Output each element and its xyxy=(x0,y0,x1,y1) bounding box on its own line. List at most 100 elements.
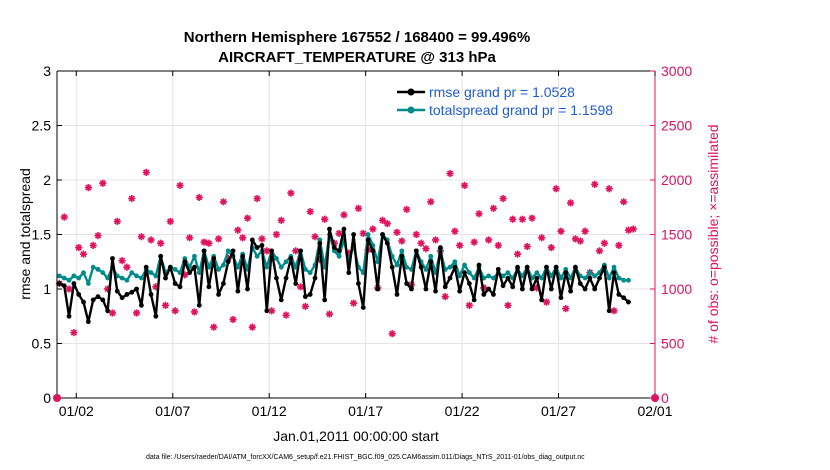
rmse-point xyxy=(322,297,328,303)
obs-count-marker xyxy=(369,225,377,233)
totalspread-point xyxy=(302,266,308,272)
rmse-point xyxy=(457,288,463,294)
totalspread-point xyxy=(394,262,400,268)
left-y-axis-label: rmse and totalspread xyxy=(17,168,33,300)
totalspread-point xyxy=(278,264,284,270)
obs-count-marker xyxy=(615,241,623,249)
obs-count-marker xyxy=(65,285,73,293)
x-tick-label: 02/01 xyxy=(637,403,672,419)
obs-count-marker xyxy=(272,230,281,239)
rmse-point xyxy=(211,256,217,261)
obs-count-marker xyxy=(60,213,68,221)
obs-count-marker xyxy=(417,239,425,247)
totalspread-point xyxy=(85,281,91,286)
obs-count-marker xyxy=(610,307,618,315)
totalspread-point xyxy=(365,232,371,237)
obs-count-marker xyxy=(239,234,247,242)
rmse-point xyxy=(288,256,294,261)
rmse-point xyxy=(510,284,516,290)
obs-count-marker xyxy=(166,217,174,226)
rmse-point xyxy=(71,281,77,286)
rmse-point xyxy=(491,292,496,297)
rmse-point xyxy=(404,281,410,286)
legend-spread-label: totalspread grand pr = 1.1598 xyxy=(429,102,613,118)
totalspread-point xyxy=(192,253,197,259)
rmse-point xyxy=(206,284,212,290)
obs-count-marker xyxy=(398,237,406,245)
rmse-point xyxy=(505,275,511,281)
obs-count-marker xyxy=(489,204,498,212)
right-y-tick-label: 500 xyxy=(661,336,685,352)
totalspread-point xyxy=(225,248,231,254)
rmse-point xyxy=(293,281,299,286)
obs-count-marker xyxy=(547,243,555,252)
totalspread-point xyxy=(81,270,86,276)
totalspread-point xyxy=(462,262,467,268)
chart-title-line1: Northern Hemisphere 167552 / 168400 = 99… xyxy=(184,29,530,46)
totalspread-point xyxy=(138,275,144,281)
obs-count-marker xyxy=(214,235,223,243)
legend-spread-marker xyxy=(407,106,415,114)
obs-count-marker xyxy=(557,227,565,235)
totalspread-point xyxy=(61,275,67,281)
right-y-tick-label: 1000 xyxy=(661,281,692,297)
obs-count-marker xyxy=(451,227,459,235)
totalspread-point xyxy=(486,273,492,279)
rmse-point xyxy=(105,308,111,314)
obs-count-marker xyxy=(504,301,512,309)
rmse-point xyxy=(524,264,530,270)
rmse-point xyxy=(582,286,588,292)
rmse-point xyxy=(76,292,82,297)
possible-obs-marker xyxy=(53,394,61,402)
obs-count-marker xyxy=(277,216,285,224)
obs-count-marker xyxy=(132,309,141,317)
totalspread-point xyxy=(404,264,410,270)
obs-count-marker xyxy=(229,315,237,324)
obs-count-marker xyxy=(282,311,290,319)
right-y-tick-label: 2500 xyxy=(661,118,692,134)
possible-obs-markers xyxy=(53,394,659,402)
obs-count-marker xyxy=(311,233,319,241)
totalspread-point xyxy=(626,277,631,283)
totalspread-point xyxy=(100,270,106,276)
obs-count-marker xyxy=(75,243,83,252)
rmse-point xyxy=(278,297,284,303)
right-y-tick-label: 0 xyxy=(661,390,669,406)
obs-count-marker xyxy=(595,247,604,255)
obs-count-marker xyxy=(412,230,420,239)
totalspread-point xyxy=(134,273,139,279)
totalspread-point xyxy=(466,270,472,276)
rmse-point xyxy=(124,292,130,297)
rmse-point xyxy=(515,264,520,270)
rmse-point xyxy=(235,288,241,294)
rmse-point xyxy=(110,256,115,261)
rmse-point xyxy=(143,264,149,270)
totalspread-point xyxy=(177,270,183,276)
obs-count-marker xyxy=(176,181,184,190)
totalspread-point xyxy=(105,275,111,281)
rmse-point xyxy=(437,245,443,250)
rmse-point xyxy=(375,286,381,292)
obs-count-marker xyxy=(513,250,522,258)
rmse-point xyxy=(577,281,583,286)
obs-count-marker xyxy=(123,263,131,271)
rmse-point xyxy=(587,275,593,281)
rmse-point xyxy=(563,270,569,276)
totalspread-point xyxy=(76,275,82,281)
rmse-point xyxy=(481,292,487,297)
left-y-tick-label: 1.5 xyxy=(32,227,52,243)
totalspread-point xyxy=(587,270,593,276)
obs-count-marker xyxy=(234,226,242,234)
totalspread-point xyxy=(71,273,77,279)
obs-count-marker xyxy=(258,235,266,243)
obs-count-marker xyxy=(427,198,435,206)
totalspread-point xyxy=(606,275,612,281)
rmse-point xyxy=(61,283,67,289)
rmse-point xyxy=(346,270,352,276)
rmse-point xyxy=(534,275,540,281)
rmse-point xyxy=(495,266,501,272)
obs-count-marker xyxy=(171,307,179,315)
totalspread-point xyxy=(621,277,627,283)
chart-title-line2: AIRCRAFT_TEMPERATURE @ 313 hPa xyxy=(218,49,496,66)
obs-count-marker xyxy=(359,229,367,238)
